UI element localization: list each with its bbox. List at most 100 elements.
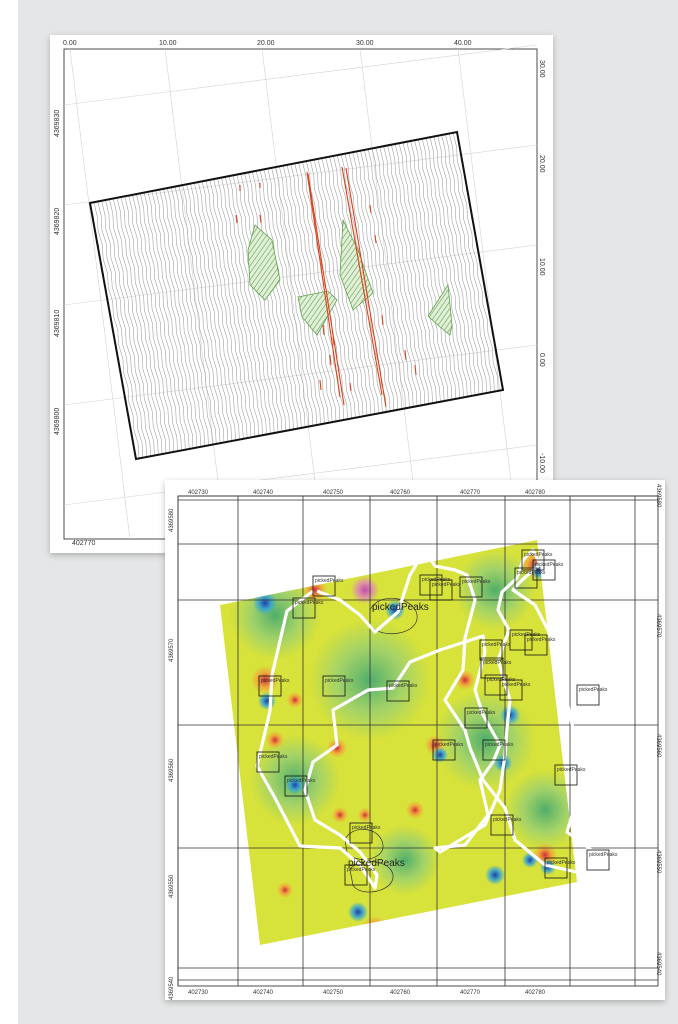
peak-label: pickedPeaks xyxy=(389,683,418,689)
survey-line xyxy=(248,172,294,430)
survey-line xyxy=(197,182,244,439)
anomaly-blob xyxy=(485,865,505,885)
survey-line xyxy=(425,137,472,396)
survey-line xyxy=(244,173,290,430)
survey-line xyxy=(194,182,240,440)
survey-line xyxy=(132,194,178,452)
survey-grid-line xyxy=(63,244,538,306)
peak-label: pickedPeaks xyxy=(579,687,608,693)
anomaly-left-tick: 4369550 xyxy=(169,874,175,898)
survey-grid-line xyxy=(69,48,131,540)
anomaly-blob xyxy=(287,692,303,708)
survey-line-map: 402770 0.00 10.00 20.00 30.00 40.00 30.00 20.0… xyxy=(50,35,553,553)
anomaly-segment xyxy=(369,204,372,214)
survey-top-tick: 10.00 xyxy=(159,40,177,47)
survey-line xyxy=(201,181,248,438)
anomaly-right-tick: 4369570 xyxy=(655,614,661,638)
anomaly-peaks-map: 402730 402740 402750 402760 402770 402780 402… xyxy=(165,480,665,1000)
peak-route xyxy=(255,548,612,890)
survey-line xyxy=(186,184,232,441)
survey-line xyxy=(120,196,167,454)
survey-line xyxy=(112,198,159,455)
survey-right-tick: -10.00 xyxy=(538,453,545,473)
peak-label: pickedPeaks xyxy=(259,754,288,760)
peak-box xyxy=(256,751,280,773)
survey-grid-line xyxy=(164,48,226,540)
peak-box xyxy=(532,559,556,581)
peak-label: pickedPeaks xyxy=(432,582,461,588)
peak-box xyxy=(490,814,514,836)
contours xyxy=(344,597,418,893)
peak-box xyxy=(514,567,538,589)
survey-line xyxy=(155,190,202,447)
peak-box xyxy=(312,575,336,597)
survey-line xyxy=(124,196,171,453)
anomaly-top-tick: 402760 xyxy=(390,490,411,496)
anomaly-line xyxy=(341,166,383,396)
survey-line xyxy=(190,183,236,441)
anomaly-left-tick: 4369570 xyxy=(169,638,175,662)
peak-label: pickedPeaks xyxy=(482,642,511,648)
hatched-anomaly-area xyxy=(297,290,338,336)
survey-grid-line xyxy=(359,48,421,540)
peak-box xyxy=(499,679,523,701)
survey-line xyxy=(251,171,298,429)
survey-line xyxy=(398,143,445,401)
anomaly-blob xyxy=(406,801,424,819)
survey-line xyxy=(279,166,325,424)
survey-line xyxy=(402,142,449,401)
survey-line xyxy=(255,170,302,428)
peak-box xyxy=(509,629,533,651)
survey-line xyxy=(360,150,406,409)
anomaly-left-tick: 4369580 xyxy=(169,508,175,532)
peak-box xyxy=(432,739,456,761)
survey-top-tick: 30.00 xyxy=(356,40,374,47)
survey-line xyxy=(387,145,433,404)
anomaly-right-tick: 4369580 xyxy=(655,484,661,508)
survey-line xyxy=(224,176,271,434)
survey-line xyxy=(143,192,190,449)
survey-line xyxy=(313,159,360,417)
survey-grid xyxy=(63,44,538,540)
anomaly-top-tick: 402750 xyxy=(323,490,344,496)
survey-line xyxy=(433,136,480,395)
survey-top-tick: 40.00 xyxy=(454,40,472,47)
contour xyxy=(369,597,418,634)
peak-label: pickedPeaks xyxy=(295,600,324,606)
survey-line xyxy=(275,167,321,425)
peak-box xyxy=(344,864,368,886)
anomaly-grid xyxy=(177,495,658,986)
anomaly-blob xyxy=(351,576,379,604)
survey-line xyxy=(452,132,499,391)
survey-grid-line xyxy=(261,48,323,540)
anomaly-blob xyxy=(505,770,577,850)
peak-box xyxy=(459,576,483,598)
anomaly-segment xyxy=(319,379,322,391)
survey-line xyxy=(93,202,140,459)
survey-left-tick: 4369820 xyxy=(54,207,61,235)
survey-line xyxy=(151,190,198,448)
anomaly-top-tick: 402730 xyxy=(188,490,209,496)
anomaly-blob xyxy=(327,738,347,758)
survey-line xyxy=(139,193,186,450)
peak-box xyxy=(284,775,308,797)
anomaly-blob xyxy=(370,825,440,895)
survey-line xyxy=(136,193,182,451)
survey-line xyxy=(166,187,213,445)
anomaly-bottom-tick: 402740 xyxy=(253,990,274,996)
peak-label: pickedPeaks xyxy=(352,825,381,831)
peak-label-large: pickedPeaks xyxy=(348,858,405,869)
survey-line xyxy=(371,148,418,407)
anomaly-blob xyxy=(358,808,372,822)
peak-box xyxy=(479,639,503,661)
survey-bottom-tick: 402770 xyxy=(72,540,96,547)
survey-top-tick: 0.00 xyxy=(63,40,77,47)
anomaly-blob xyxy=(286,776,304,794)
anomaly-blob xyxy=(266,731,284,749)
survey-line xyxy=(228,176,275,433)
survey-line xyxy=(116,197,163,454)
peak-label: pickedPeaks xyxy=(467,710,496,716)
contour xyxy=(344,828,384,860)
survey-left-tick: 4369810 xyxy=(54,309,61,337)
anomaly-bottom-tick: 402770 xyxy=(460,990,481,996)
